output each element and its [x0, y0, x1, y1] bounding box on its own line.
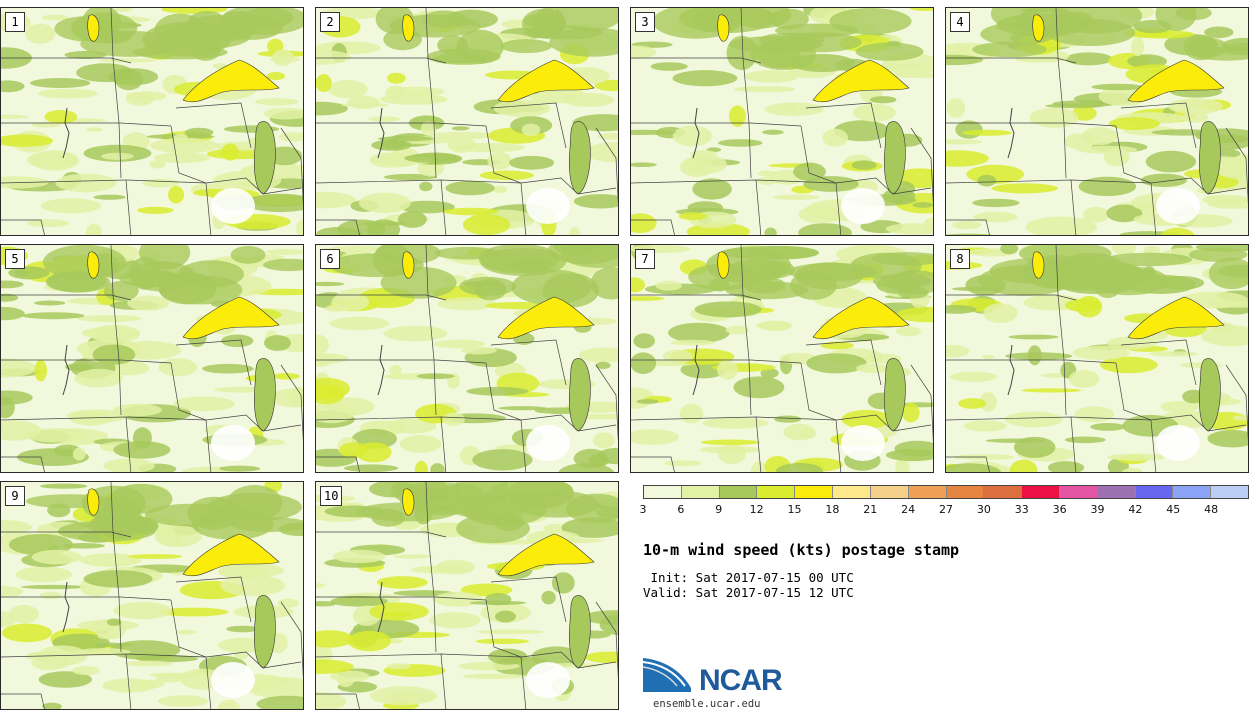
ensemble-member-panel: 3 — [630, 7, 934, 236]
wind-speed-map — [1, 245, 303, 472]
ncar-swoosh-icon — [642, 658, 691, 692]
member-number-label: 8 — [950, 249, 970, 269]
member-number-label: 5 — [5, 249, 25, 269]
legend-swatch — [908, 486, 947, 498]
member-number-label: 3 — [635, 12, 655, 32]
wind-speed-map — [946, 245, 1248, 472]
member-number-label: 10 — [320, 486, 343, 506]
legend-swatch — [719, 486, 758, 498]
legend-tick-label: 15 — [787, 503, 802, 516]
wind-speed-map — [316, 245, 618, 472]
ensemble-member-panel: 1 — [0, 7, 304, 236]
legend-swatch — [946, 486, 985, 498]
legend-swatch — [984, 486, 1023, 498]
legend-tick-label: 27 — [939, 503, 953, 516]
legend-swatch — [1022, 486, 1060, 498]
member-number-label: 6 — [320, 249, 340, 269]
init-time: Init: Sat 2017-07-15 00 UTC — [643, 570, 854, 585]
ncar-logo: NCAR ensemble.ucar.edu — [642, 656, 793, 711]
wind-speed-map — [1, 8, 303, 235]
ensemble-member-panel: 9 — [0, 481, 304, 710]
logo-brand-text: NCAR — [699, 664, 783, 697]
legend-swatch — [1173, 486, 1212, 498]
legend-tick-label: 30 — [976, 503, 991, 516]
legend-swatch — [681, 486, 720, 498]
legend-tick-label: 12 — [749, 503, 764, 516]
member-number-label: 2 — [320, 12, 340, 32]
member-number-label: 4 — [950, 12, 970, 32]
legend-tick-label: 3 — [639, 503, 647, 516]
wind-speed-map — [316, 482, 618, 709]
legend-swatch — [1135, 486, 1174, 498]
legend-tick-label: 6 — [677, 503, 685, 516]
legend-tick-label: 21 — [863, 503, 878, 516]
ensemble-member-panel: 8 — [945, 244, 1249, 473]
legend-tick-label: 24 — [901, 503, 916, 516]
legend-swatch — [1211, 486, 1248, 498]
legend-tick-label: 36 — [1052, 503, 1067, 516]
member-number-label: 1 — [5, 12, 25, 32]
wind-speed-map — [316, 8, 618, 235]
member-number-label: 9 — [5, 486, 25, 506]
legend-tick-label: 48 — [1204, 503, 1219, 516]
legend-tick-label: 42 — [1128, 503, 1143, 516]
legend-tick-label: 45 — [1166, 503, 1181, 516]
legend-color-bar — [643, 485, 1249, 499]
ensemble-member-panel: 5 — [0, 244, 304, 473]
legend-tick-label: 39 — [1090, 503, 1105, 516]
legend-swatch — [644, 486, 682, 498]
legend-tick-label: 33 — [1014, 503, 1029, 516]
ensemble-member-panel: 6 — [315, 244, 619, 473]
ensemble-member-panel: 7 — [630, 244, 934, 473]
wind-speed-map — [631, 245, 933, 472]
legend-swatch — [870, 486, 909, 498]
ensemble-member-panel: 10 — [315, 481, 619, 710]
logo-url: ensemble.ucar.edu — [653, 698, 761, 710]
legend-swatch — [757, 486, 796, 498]
ensemble-member-panel: 2 — [315, 7, 619, 236]
member-number-label: 7 — [635, 249, 655, 269]
plot-title: 10-m wind speed (kts) postage stamp — [643, 541, 960, 559]
legend-tick-label: 18 — [825, 503, 840, 516]
legend-swatch — [833, 486, 871, 498]
legend-swatch — [1059, 486, 1098, 498]
legend-swatch — [795, 486, 834, 498]
wind-speed-map — [946, 8, 1248, 235]
wind-speed-map — [631, 8, 933, 235]
valid-time: Valid: Sat 2017-07-15 12 UTC — [643, 585, 854, 600]
color-legend: 3 6 9 12 15 18 21 24 27 30 33 36 39 42 45 48 — [639, 485, 1249, 516]
legend-tick-label: 9 — [715, 503, 723, 516]
ensemble-member-panel: 4 — [945, 7, 1249, 236]
wind-speed-map — [1, 482, 303, 709]
legend-swatch — [1097, 486, 1136, 498]
